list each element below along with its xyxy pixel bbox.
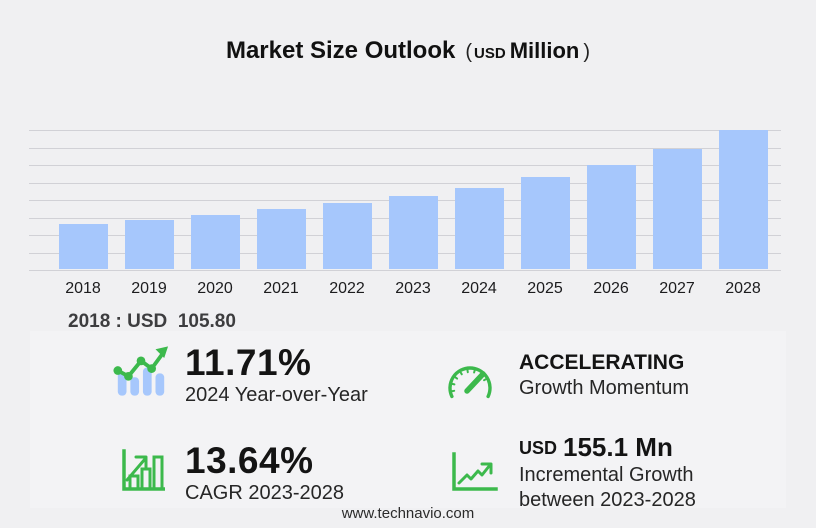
bar-2022	[322, 203, 372, 269]
x-tick-label: 2025	[527, 280, 563, 297]
bar-slot: 2020	[182, 215, 248, 299]
stat-yoy-label: 2024 Year-over-Year	[185, 384, 368, 406]
bar-slot: 2018	[50, 224, 116, 299]
bars-trendline-icon	[112, 345, 170, 398]
bars-row: 2018 2019 2020 2021 2022 2023 2024 2025 2026 2027…	[50, 130, 776, 299]
x-tick-label: 2026	[593, 280, 629, 297]
x-tick-label: 2022	[329, 280, 365, 297]
gridline	[29, 182, 781, 184]
bar-2026	[586, 165, 636, 269]
gridline	[29, 165, 781, 166]
bar-slot: 2026	[578, 165, 644, 299]
chart-title: Market Size Outlook (USD Million)	[0, 37, 816, 65]
stat-cagr-label: CAGR 2023-2028	[185, 482, 344, 504]
x-tick-label: 2028	[725, 280, 761, 297]
bar-chart-arrow-icon	[119, 448, 166, 494]
website-link[interactable]: www.technavio.com	[341, 505, 475, 522]
stat-incremental-currency: USD	[519, 438, 558, 458]
stat-incremental-value: 155.1 Mn	[563, 432, 673, 462]
unit-currency: USD	[474, 45, 506, 62]
x-tick-label: 2027	[659, 280, 695, 297]
x-tick-label: 2020	[197, 280, 233, 297]
x-tick-label: 2019	[131, 280, 167, 297]
unit-paren-open: (	[465, 41, 473, 63]
x-tick-label: 2018	[65, 280, 101, 297]
bar-2023	[388, 196, 438, 269]
bar-2027	[652, 149, 702, 269]
stat-cagr: 13.64% CAGR 2023-2028	[185, 440, 344, 506]
stat-incremental-value-row: USD 155.1 Mn	[519, 432, 696, 463]
stat-incremental-label-line1: Incremental Growth	[519, 464, 694, 486]
stat-momentum-value: ACCELERATING	[519, 351, 685, 374]
stat-momentum-label: Growth Momentum	[519, 377, 690, 399]
bar-slot: 2024	[446, 188, 512, 299]
unit-paren-close: )	[583, 41, 591, 63]
plot-area: 2018 2019 2020 2021 2022 2023 2024 2025 2026 2027…	[29, 130, 781, 297]
line-chart-arrow-icon	[448, 452, 498, 494]
x-tick-label: 2023	[395, 280, 431, 297]
bar-2021	[256, 209, 306, 269]
bar-2020	[190, 215, 240, 269]
bar-slot: 2025	[512, 177, 578, 299]
stat-incremental: USD 155.1 Mn Incremental Growth between 2…	[519, 432, 696, 513]
bar-slot: 2027	[644, 149, 710, 299]
gridline	[29, 130, 781, 131]
bar-slot: 2028	[710, 130, 776, 299]
x-tick-label: 2021	[263, 280, 299, 297]
gridline	[29, 270, 781, 271]
footer: www.technavio.com	[0, 505, 816, 523]
bar-slot: 2022	[314, 203, 380, 299]
bar-slot: 2021	[248, 209, 314, 299]
bar-2019	[124, 220, 174, 269]
stat-incremental-label-line2: between 2023-2028	[519, 489, 696, 511]
speedometer-icon	[443, 354, 497, 400]
gridline	[29, 147, 781, 149]
bar-slot: 2019	[116, 220, 182, 299]
stat-cagr-value: 13.64%	[185, 440, 314, 481]
bar-2018	[58, 224, 108, 269]
x-tick-label: 2024	[461, 280, 497, 297]
stat-yoy: 11.71% 2024 Year-over-Year	[185, 342, 368, 408]
chart-title-text: Market Size Outlook	[225, 37, 456, 64]
bar-2025	[520, 177, 570, 269]
bar-2028	[718, 130, 768, 269]
unit-word: Million	[509, 38, 580, 63]
stat-momentum: ACCELERATING Growth Momentum	[519, 350, 689, 401]
stat-yoy-value: 11.71%	[185, 342, 312, 383]
bar-slot: 2023	[380, 196, 446, 299]
bar-2024	[454, 188, 504, 269]
base-year-value-label: 2018 : USD 105.80	[68, 311, 236, 332]
